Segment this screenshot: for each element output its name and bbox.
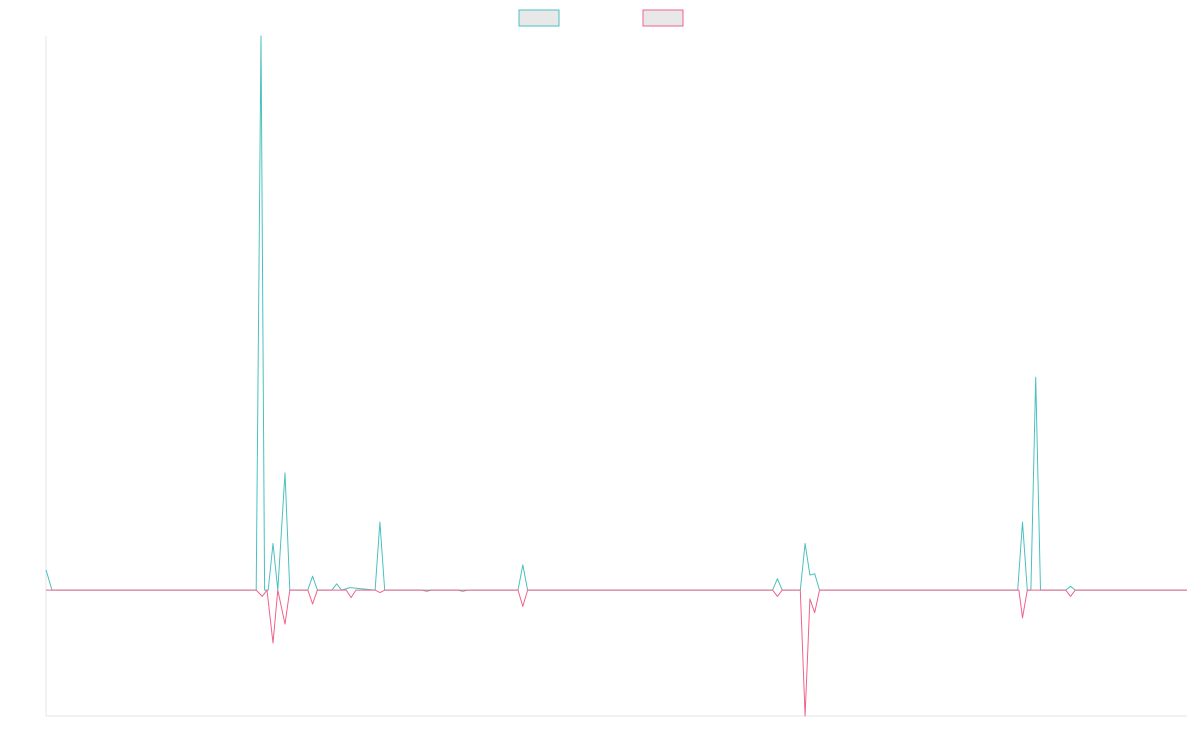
- chart-axes: [45, 36, 1187, 717]
- legend-swatch-2[interactable]: [642, 9, 684, 27]
- chart-legend[interactable]: [518, 9, 684, 27]
- series-line-1: [45, 35, 1187, 591]
- series-layer: [45, 35, 1187, 717]
- legend-swatch-1[interactable]: [518, 9, 560, 27]
- series-line-2: [46, 589, 1187, 717]
